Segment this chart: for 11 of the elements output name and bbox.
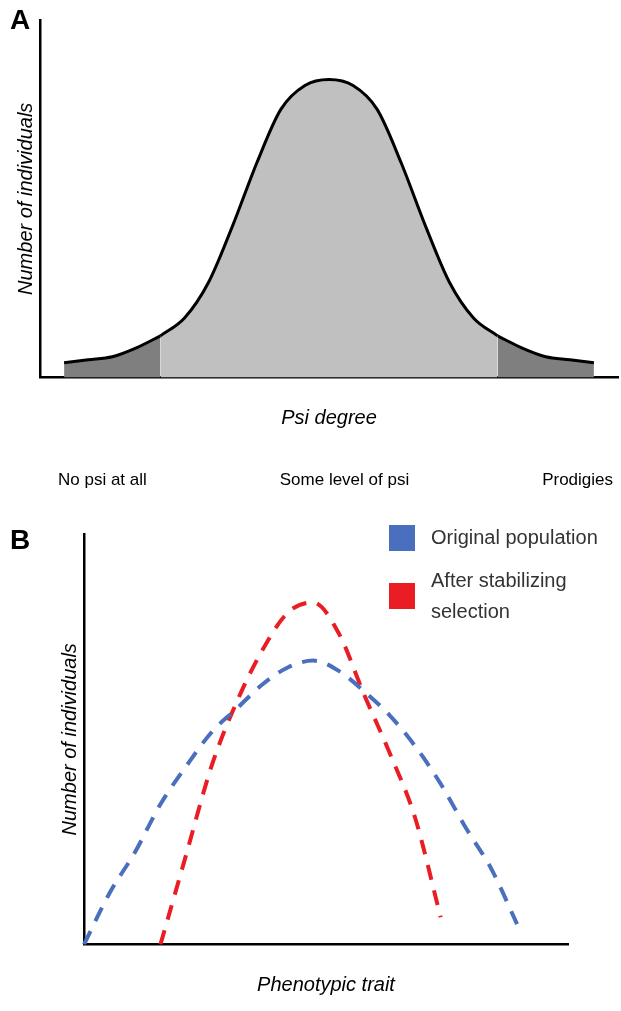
y-axis-title: Number of individuals [57, 643, 80, 836]
legend-label: Original population [431, 525, 598, 550]
text: Prodigies [542, 470, 613, 490]
x-axis-title: Phenotypic trait [257, 972, 397, 995]
text: No psi at all [58, 470, 147, 490]
legend-label: After stabilizing selection [431, 568, 568, 624]
chart-title: B [10, 524, 31, 556]
x-axis-title: Psi degree [281, 405, 377, 428]
text: Some level of psi [279, 470, 410, 490]
chart-title: A [10, 4, 31, 36]
y-axis-title: Number of individuals [13, 102, 36, 295]
